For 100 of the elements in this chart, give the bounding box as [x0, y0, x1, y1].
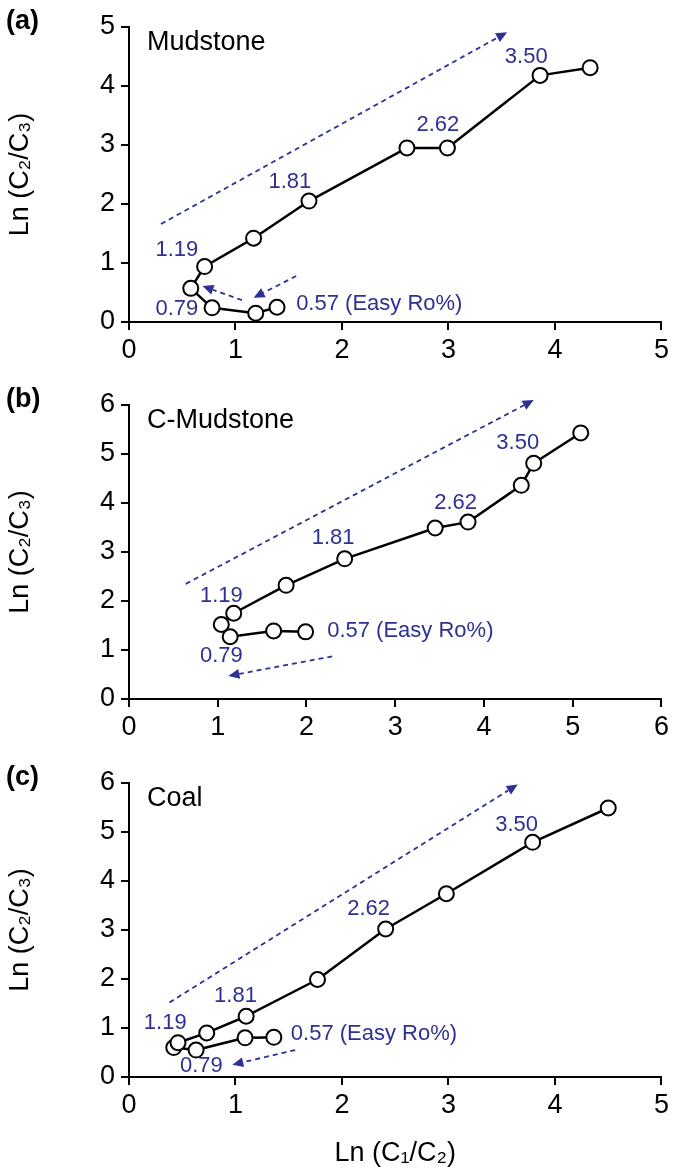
- y-tick-label: 3: [99, 913, 115, 944]
- point: [581, 59, 599, 77]
- y-tick-label: 0: [99, 1060, 115, 1091]
- x-tick-label: 1: [210, 710, 226, 741]
- point: [221, 628, 239, 646]
- y-tick-label: 1: [99, 1011, 115, 1042]
- y-tick-label: 1: [99, 246, 115, 277]
- annotation: 2.62: [434, 489, 478, 515]
- annotation: 1.19: [155, 236, 199, 262]
- annotation: 1.19: [143, 1009, 187, 1035]
- point: [512, 476, 530, 494]
- y-axis-title: Ln (C₂/C₃): [3, 490, 34, 614]
- annotation: 2.62: [347, 895, 391, 921]
- x-tick-label: 4: [547, 333, 563, 364]
- y-tick-label: 0: [99, 682, 115, 713]
- x-tick-label: 2: [298, 710, 315, 741]
- point: [236, 1029, 254, 1047]
- point: [309, 970, 326, 988]
- point: [268, 298, 286, 316]
- x-tick-label: 0: [121, 1088, 137, 1119]
- annotation: 3.50: [495, 810, 539, 836]
- chart-title: (a): [6, 5, 39, 36]
- point: [398, 139, 416, 157]
- point: [245, 229, 263, 247]
- y-tick-label: 0: [99, 305, 115, 336]
- y-tick-label: 2: [99, 962, 115, 993]
- y-tick-label: 1: [99, 633, 115, 664]
- y-tick-label: 3: [99, 535, 115, 566]
- y-tick-label: 5: [99, 815, 115, 846]
- point: [377, 920, 395, 938]
- annotation: 0.79: [155, 295, 199, 321]
- annotation: 3.50: [504, 42, 548, 68]
- y-tick-label: 6: [99, 388, 115, 419]
- chart-subtitle: C-Mudstone: [147, 404, 295, 435]
- point: [437, 885, 455, 903]
- x-tick-label: 2: [334, 1088, 350, 1119]
- y-tick-label: 5: [99, 10, 115, 41]
- x-tick-label: 5: [653, 333, 670, 364]
- point: [212, 616, 230, 634]
- chart-subtitle: Mudstone: [147, 26, 266, 57]
- point: [599, 799, 617, 817]
- point: [203, 299, 221, 317]
- point: [237, 1007, 255, 1025]
- x-tick-label: 4: [547, 1088, 563, 1119]
- point: [225, 604, 243, 622]
- point: [182, 279, 200, 297]
- point: [265, 1028, 283, 1046]
- y-tick-label: 2: [99, 187, 115, 218]
- point: [196, 258, 214, 276]
- point: [247, 304, 265, 322]
- annotation: 2.62: [416, 111, 460, 136]
- x-tick-label: 3: [387, 710, 403, 741]
- x-tick-label: 5: [653, 1088, 670, 1119]
- annotation: 0.79: [199, 642, 243, 668]
- x-tick-label: 3: [440, 1088, 457, 1119]
- point: [426, 519, 444, 537]
- x-tick-label: 3: [440, 333, 457, 364]
- y-tick-label: 2: [99, 584, 115, 615]
- point: [524, 833, 542, 851]
- point: [459, 513, 477, 531]
- x-tick-label: 2: [334, 333, 350, 364]
- y-axis-title: Ln (C₂/C₃): [3, 868, 34, 992]
- annotation: 1.81: [214, 981, 257, 1007]
- point: [300, 192, 318, 210]
- x-tick-label: 5: [565, 710, 581, 741]
- x-tick-label: 1: [227, 1088, 244, 1119]
- annotation: 3.50: [496, 429, 540, 455]
- annotation: 1.19: [199, 581, 243, 607]
- chart-subtitle: Coal: [147, 782, 203, 813]
- point: [265, 622, 283, 640]
- point: [297, 623, 315, 641]
- x-tick-label: 4: [476, 710, 492, 741]
- point: [277, 576, 295, 594]
- annotation: 0.57 (Easy Ro%): [327, 617, 494, 643]
- point: [198, 1024, 216, 1042]
- annotation: 0.79: [180, 1052, 223, 1078]
- annotation: 1.81: [268, 167, 312, 193]
- x-tick-label: 0: [121, 333, 137, 364]
- point: [438, 139, 456, 157]
- x-axis-title: Ln (C₁/C₂): [334, 1137, 457, 1168]
- annotation: 0.57 (Easy Ro%): [290, 1019, 458, 1045]
- x-tick-label: 0: [121, 710, 137, 741]
- x-tick-label: 6: [653, 710, 670, 741]
- annotation: 1.81: [311, 523, 355, 549]
- y-tick-label: 4: [99, 486, 115, 517]
- point: [169, 1034, 187, 1052]
- point: [572, 424, 590, 442]
- point: [336, 550, 354, 568]
- chart-title: (c): [6, 761, 39, 792]
- x-tick-label: 1: [227, 333, 244, 364]
- y-tick-label: 5: [99, 437, 115, 468]
- annotation: 0.57 (Easy Ro%): [296, 290, 463, 316]
- y-tick-label: 4: [99, 69, 115, 100]
- chart-title: (b): [6, 383, 41, 414]
- y-tick-label: 3: [99, 128, 115, 159]
- y-tick-label: 4: [99, 864, 115, 895]
- point: [525, 454, 543, 472]
- y-axis-title: Ln (C₂/C₃): [3, 112, 34, 237]
- y-tick-label: 6: [99, 766, 115, 797]
- point: [531, 66, 549, 84]
